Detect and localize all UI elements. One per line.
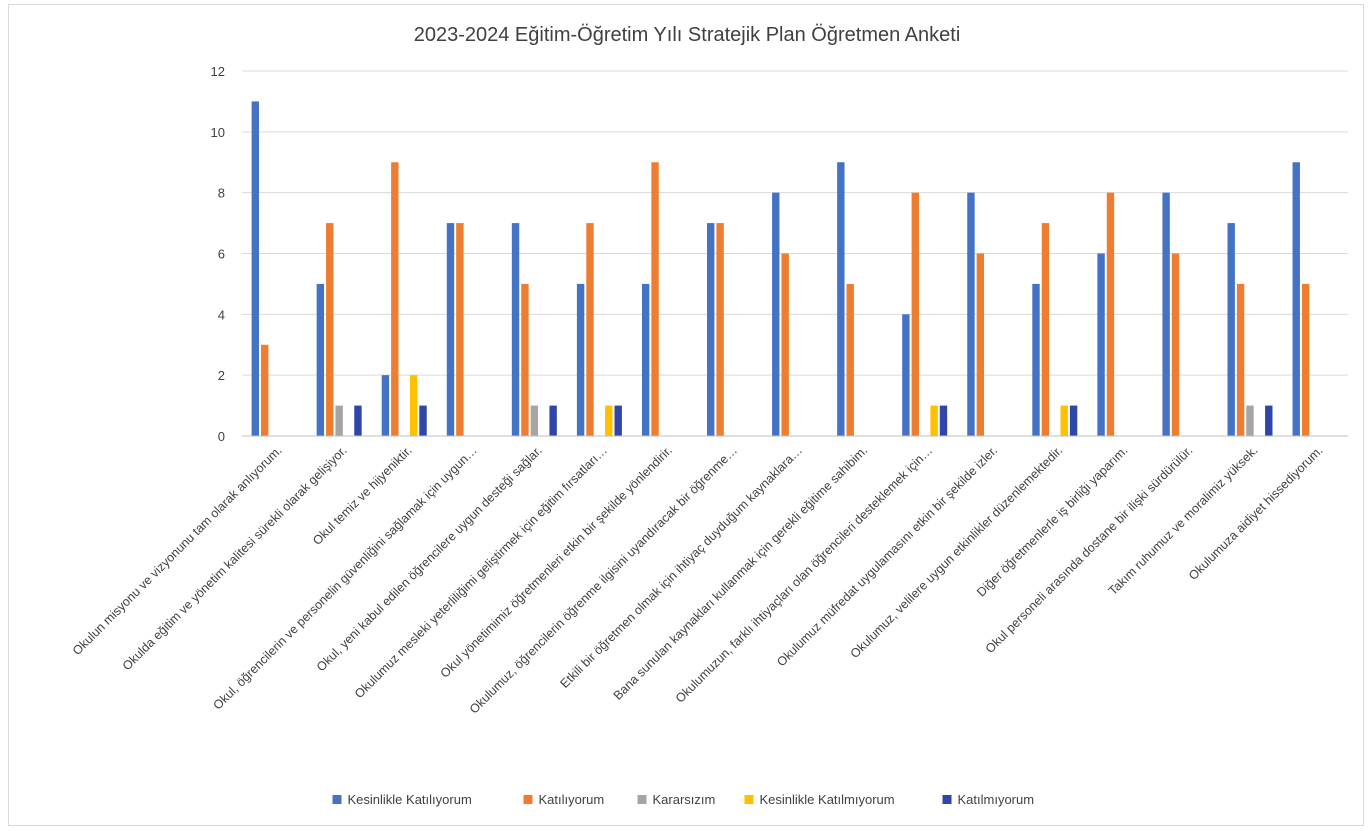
bar [446, 223, 455, 436]
x-category-label: Okulun misyonu ve vizyonunu tam olarak a… [70, 443, 285, 658]
bar [335, 405, 343, 436]
bar [1292, 162, 1300, 436]
legend-item: Kararsızım [637, 792, 716, 807]
gridlines [242, 70, 1348, 376]
bar [967, 192, 975, 436]
bar [1097, 253, 1105, 436]
y-tick-label: 2 [218, 368, 225, 383]
legend-item: Katılmıyorum [942, 792, 1035, 807]
legend-label: Kesinlikle Katılıyorum [348, 792, 472, 807]
bar [716, 223, 724, 436]
bar [651, 162, 659, 436]
bar [772, 192, 780, 436]
bar [511, 223, 520, 436]
legend-swatch [523, 795, 533, 804]
bar [1265, 405, 1273, 436]
bar [1106, 192, 1115, 436]
bar [530, 405, 539, 436]
legend-item: Kesinlikle Katılıyorum [332, 792, 472, 807]
legend-label: Kararsızım [653, 792, 716, 807]
bar [409, 375, 418, 436]
x-category-label: Okulumuzun, farklı ihtiyaçları olan öğre… [673, 443, 935, 705]
bar [1162, 192, 1170, 436]
x-category-label: Okulumuz müfredat uygulamasını etkin bir… [774, 443, 1000, 669]
bar [781, 253, 789, 436]
legend-swatch [744, 795, 754, 804]
bar [1032, 283, 1040, 436]
legend-swatch [332, 795, 342, 804]
x-axis-category-labels: Okulun misyonu ve vizyonunu tam olarak a… [70, 443, 1326, 716]
chart-title: 2023-2024 Eğitim-Öğretim Yılı Stratejik … [414, 24, 961, 46]
bar [354, 405, 362, 436]
bars [251, 101, 1310, 437]
bar [1060, 405, 1068, 436]
chart-frame: 2023-2024 Eğitim-Öğretim Yılı Stratejik … [8, 4, 1364, 826]
y-tick-label: 4 [218, 307, 225, 322]
legend: Kesinlikle Katılıyorum Katılıyorum Kararsı… [332, 792, 1035, 807]
x-category-label: Etkili bir öğretmen olmak için ihtiyaç d… [557, 443, 805, 691]
bar [1236, 283, 1245, 436]
bar [930, 405, 938, 436]
x-category-label: Bana sunulan kaynakları kullanmak için g… [611, 443, 870, 702]
legend-label: Katılmıyorum [958, 792, 1035, 807]
bar [1301, 283, 1310, 436]
bar [605, 405, 613, 436]
bar [837, 162, 845, 436]
y-tick-label: 0 [218, 429, 225, 444]
bar [1171, 253, 1180, 436]
y-tick-label: 12 [211, 64, 225, 79]
bar [419, 405, 427, 436]
bar-chart: 2023-2024 Eğitim-Öğretim Yılı Stratejik … [70, 24, 1348, 807]
bar [316, 283, 325, 436]
bar [381, 375, 390, 436]
legend-label: Kesinlikle Katılmıyorum [760, 792, 895, 807]
bar [1041, 223, 1050, 436]
bar [456, 223, 464, 436]
legend-swatch [942, 795, 952, 804]
bar [251, 101, 259, 437]
legend-item: Kesinlikle Katılmıyorum [744, 792, 895, 807]
bar [549, 405, 557, 436]
x-category-label: Okul yönetimimiz öğretmenleri etkin bir … [438, 443, 675, 680]
bar [707, 223, 715, 436]
legend-item: Katılıyorum [523, 792, 605, 807]
bar [326, 223, 334, 436]
bar [976, 253, 985, 436]
bar [1069, 405, 1078, 436]
bar [1246, 405, 1254, 436]
x-category-label: Okulumuza aidiyet hissediyorum. [1186, 443, 1326, 583]
bar [911, 192, 919, 436]
y-tick-label: 8 [218, 186, 225, 201]
legend-swatch [637, 795, 647, 804]
bar [586, 223, 594, 436]
bar [614, 405, 622, 436]
legend-label: Katılıyorum [539, 792, 605, 807]
x-category-label: Okulda eğitim ve yönetim kalitesi sürekl… [120, 443, 350, 673]
y-tick-label: 6 [218, 247, 225, 262]
y-tick-label: 10 [211, 125, 225, 140]
bar [521, 283, 529, 436]
y-axis-ticks: 0 2 4 6 8 10 12 [211, 64, 225, 444]
bar [576, 283, 585, 436]
bar [1227, 223, 1235, 436]
bar [846, 283, 854, 436]
x-category-label: Okul, yeni kabul edilen öğrencilere uygu… [314, 443, 545, 674]
bar [939, 405, 948, 436]
bar [641, 283, 650, 436]
bar [391, 162, 399, 436]
bar [261, 344, 269, 436]
x-category-label: Okulumuz mesleki yeterliliğimi geliştirm… [352, 443, 610, 701]
bar [902, 314, 910, 436]
